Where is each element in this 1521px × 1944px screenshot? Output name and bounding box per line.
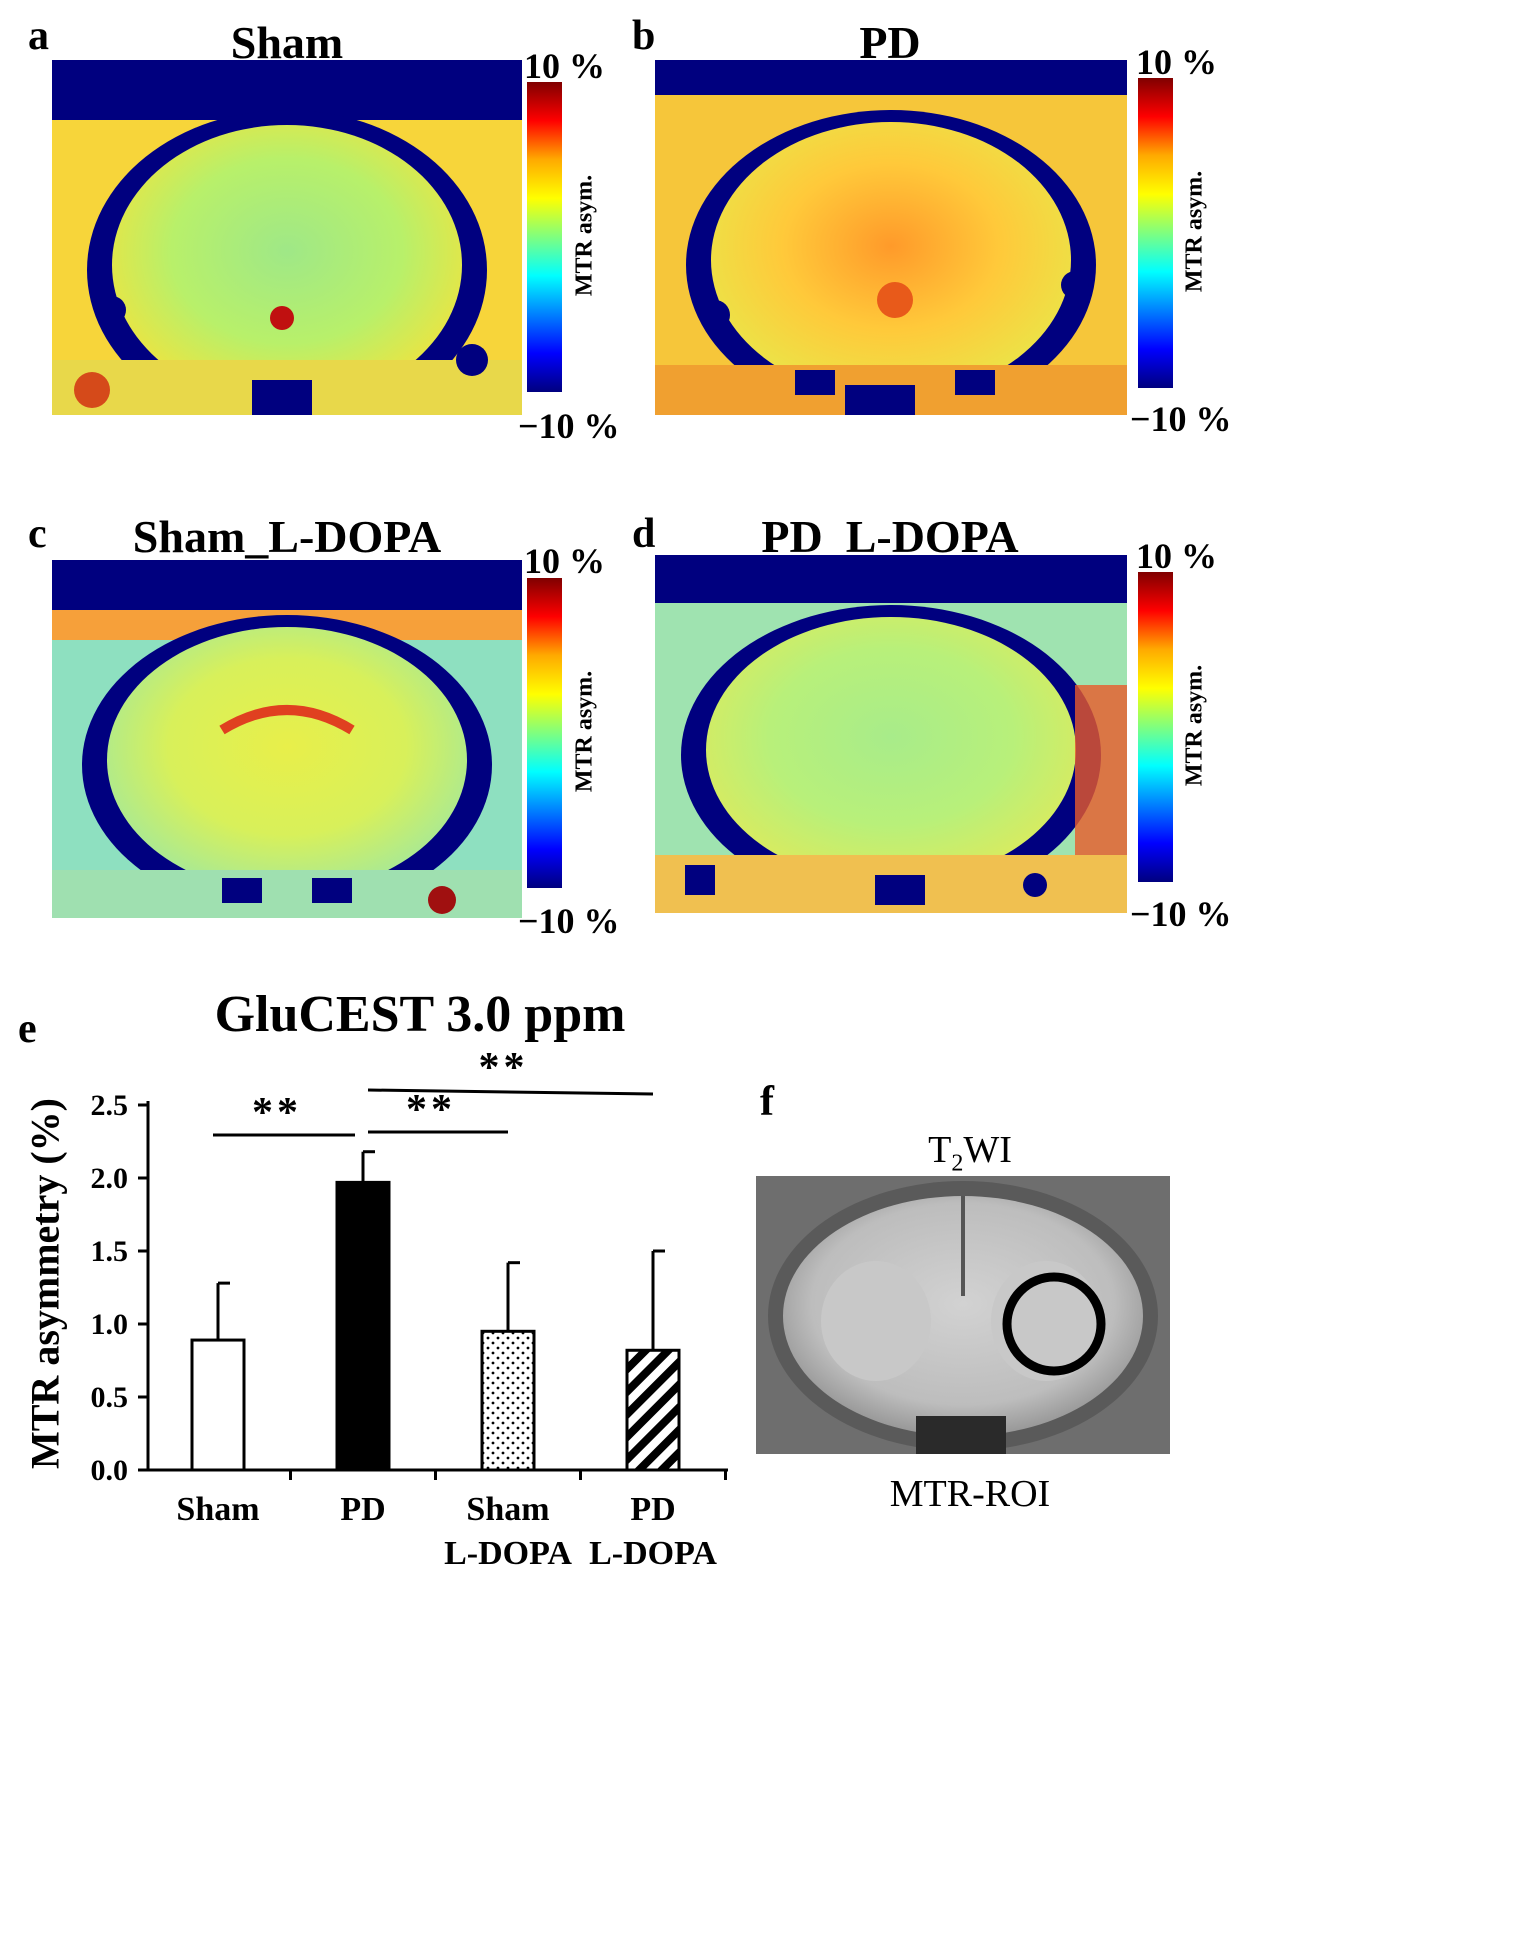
panel-b-scale-max: 10 % bbox=[1136, 42, 1217, 82]
panel-c-title: Sham_L-DOPA bbox=[132, 511, 442, 562]
significance-line bbox=[367, 1088, 654, 1096]
x-category-sham: Sham bbox=[176, 1491, 260, 1528]
panel-d-title: PD_L-DOPA bbox=[761, 511, 1019, 562]
panel-c-axis-label: MTR asym. bbox=[571, 670, 598, 793]
x-category-pd: PD bbox=[340, 1491, 386, 1528]
panel-b-mtr-map bbox=[655, 60, 1127, 415]
bar-0 bbox=[190, 1338, 246, 1472]
t2wi-label: T2WI bbox=[928, 1129, 1012, 1177]
y-tick-label: 1.5 bbox=[91, 1235, 129, 1268]
bar-chart: 0.0 0.5 1.0 1.5 2.0 2.5 bbox=[91, 1088, 728, 1487]
panel-c-scale-min: −10 % bbox=[518, 901, 620, 941]
t2wi-brain-image bbox=[756, 1176, 1170, 1454]
y-tick-label: 0.5 bbox=[91, 1381, 129, 1414]
panel-b-axis-label: MTR asym. bbox=[1181, 170, 1208, 293]
panel-d-scale-max: 10 % bbox=[1136, 536, 1217, 576]
y-tick-label: 0.0 bbox=[91, 1454, 129, 1487]
panel-d-mtr-map bbox=[655, 555, 1127, 913]
roi-circle bbox=[1002, 1272, 1106, 1376]
panel-c-mtr-map bbox=[52, 560, 522, 918]
panel-f-letter: f bbox=[760, 1079, 774, 1125]
panel-b-colorbar bbox=[1138, 78, 1173, 388]
mtr-roi-label: MTR-ROI bbox=[889, 1473, 1051, 1515]
panel-a-axis-label: MTR asym. bbox=[571, 174, 598, 297]
chart-title: GluCEST 3.0 ppm bbox=[214, 986, 626, 1043]
significance-label-pd-pd-l-dopa: ** bbox=[478, 1045, 529, 1091]
panel-b-title: PD bbox=[859, 17, 921, 68]
panel-e-letter: e bbox=[18, 1006, 37, 1052]
panel-c-scale-max: 10 % bbox=[524, 541, 605, 581]
panel-d-colorbar bbox=[1138, 572, 1173, 882]
x-category-pd-l-dopa: PD L-DOPA bbox=[589, 1491, 717, 1572]
panel-a-title: Sham bbox=[230, 17, 344, 68]
significance-label-pd-sham-l-dopa: ** bbox=[406, 1087, 456, 1133]
y-tick-label: 1.0 bbox=[91, 1308, 129, 1341]
bar-1 bbox=[335, 1180, 391, 1472]
panel-a-colorbar bbox=[527, 82, 562, 392]
panel-d-axis-label: MTR asym. bbox=[1181, 664, 1208, 787]
significance-label-sham-pd: ** bbox=[252, 1090, 302, 1136]
panel-d-scale-min: −10 % bbox=[1130, 894, 1232, 934]
panel-c-letter: c bbox=[28, 511, 47, 557]
panel-a-letter: a bbox=[28, 13, 49, 59]
panel-c-colorbar bbox=[527, 578, 562, 888]
bar-3 bbox=[625, 1348, 681, 1472]
y-tick-label: 2.5 bbox=[91, 1089, 129, 1122]
x-category-sham-l-dopa: Sham L-DOPA bbox=[444, 1491, 572, 1572]
panel-b-scale-min: −10 % bbox=[1130, 399, 1232, 439]
panel-d-letter: d bbox=[632, 511, 656, 557]
panel-a-mtr-map bbox=[52, 60, 522, 415]
y-tick-label: 2.0 bbox=[91, 1162, 129, 1195]
panel-b-letter: b bbox=[632, 13, 656, 59]
panel-a-scale-min: −10 % bbox=[518, 406, 620, 446]
bar-2 bbox=[480, 1329, 536, 1472]
panel-a-scale-max: 10 % bbox=[524, 46, 605, 86]
